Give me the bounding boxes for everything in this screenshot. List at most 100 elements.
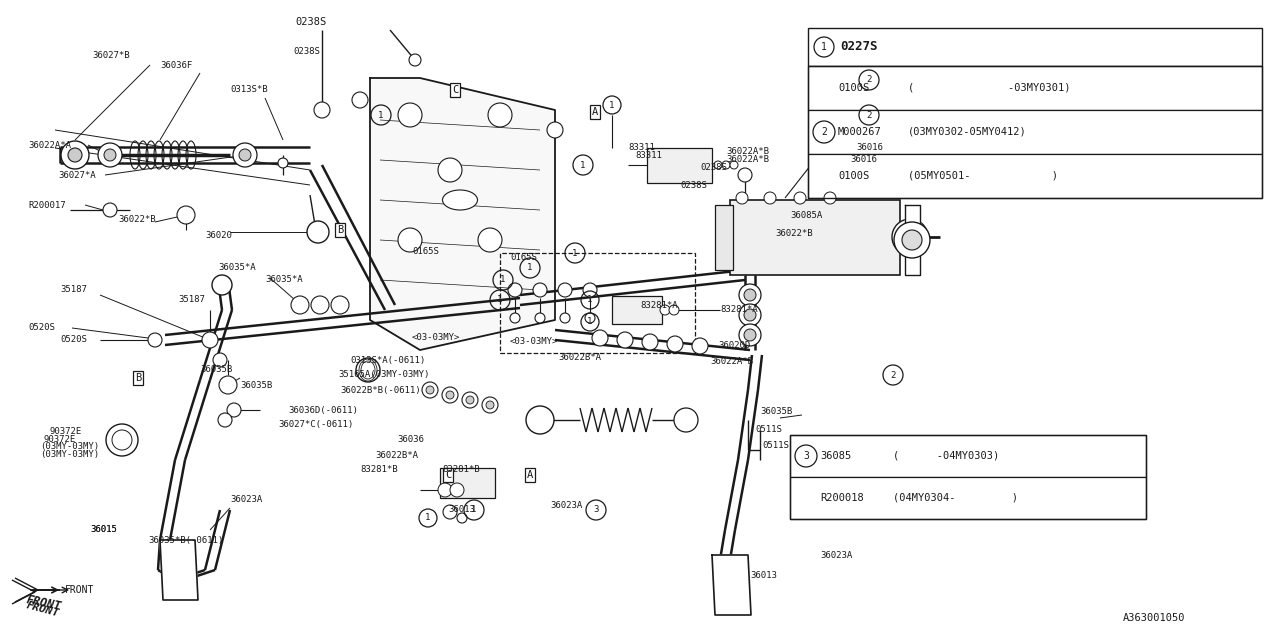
Text: 36020: 36020 — [205, 230, 232, 239]
Bar — [808, 66, 1262, 110]
Circle shape — [486, 401, 494, 409]
Circle shape — [410, 54, 421, 66]
Circle shape — [643, 334, 658, 350]
Text: R200017: R200017 — [28, 200, 65, 209]
Text: 0520S: 0520S — [60, 335, 87, 344]
Bar — [808, 110, 1262, 154]
Circle shape — [591, 330, 608, 346]
Text: (               -03MY0301): ( -03MY0301) — [908, 83, 1070, 93]
Text: 83311: 83311 — [635, 150, 662, 159]
Circle shape — [278, 158, 288, 168]
Circle shape — [660, 305, 669, 315]
Circle shape — [451, 483, 465, 497]
Circle shape — [356, 358, 380, 382]
Text: 36022A*A: 36022A*A — [28, 141, 70, 150]
Text: 0165S: 0165S — [412, 248, 439, 257]
Text: (05MY0501-             ): (05MY0501- ) — [908, 171, 1059, 181]
Text: 90372E: 90372E — [50, 428, 82, 436]
Text: 1: 1 — [527, 264, 532, 273]
Text: 36023A: 36023A — [550, 500, 582, 509]
Circle shape — [233, 143, 257, 167]
Text: 0100S: 0100S — [838, 171, 869, 181]
Circle shape — [148, 333, 163, 347]
Circle shape — [177, 206, 195, 224]
Circle shape — [314, 102, 330, 118]
Circle shape — [352, 92, 369, 108]
Circle shape — [617, 332, 634, 348]
Text: 36013: 36013 — [750, 570, 777, 579]
Text: 1: 1 — [588, 317, 593, 326]
Circle shape — [902, 230, 922, 250]
Text: 2: 2 — [867, 76, 872, 84]
Text: 36015: 36015 — [90, 525, 116, 534]
Text: 36022A*B: 36022A*B — [710, 358, 753, 367]
Text: 36022B*B(-0611): 36022B*B(-0611) — [340, 385, 421, 394]
Text: 1: 1 — [588, 296, 593, 305]
Text: A: A — [591, 107, 598, 117]
Circle shape — [311, 296, 329, 314]
Text: 36023A: 36023A — [230, 495, 262, 504]
Text: B: B — [134, 373, 141, 383]
Circle shape — [483, 397, 498, 413]
Circle shape — [714, 161, 722, 169]
Bar — [440, 468, 495, 498]
Circle shape — [547, 122, 563, 138]
Text: 83311: 83311 — [628, 143, 655, 152]
Text: 2: 2 — [891, 371, 896, 380]
Circle shape — [445, 391, 454, 399]
Text: 35187: 35187 — [178, 296, 205, 305]
Circle shape — [239, 149, 251, 161]
Text: C: C — [445, 470, 451, 480]
Circle shape — [675, 408, 698, 432]
Text: (04MY0304-         ): (04MY0304- ) — [893, 493, 1018, 503]
Circle shape — [68, 148, 82, 162]
Text: 1: 1 — [820, 42, 827, 52]
Text: 36027*A: 36027*A — [58, 170, 96, 179]
Bar — [790, 477, 1146, 519]
Text: 36022B*A: 36022B*A — [558, 353, 602, 362]
Circle shape — [466, 396, 474, 404]
Text: 36035*A: 36035*A — [218, 264, 256, 273]
Circle shape — [462, 392, 477, 408]
Circle shape — [535, 313, 545, 323]
Circle shape — [477, 228, 502, 252]
Bar — [790, 435, 1146, 519]
Circle shape — [730, 161, 739, 169]
Circle shape — [526, 406, 554, 434]
Circle shape — [893, 222, 931, 258]
Bar — [612, 296, 662, 324]
Text: 36035B: 36035B — [200, 365, 232, 374]
Bar — [808, 28, 1262, 66]
Bar — [500, 253, 695, 353]
Text: 36016: 36016 — [856, 143, 883, 152]
Circle shape — [426, 386, 434, 394]
Circle shape — [739, 284, 762, 306]
Text: 83281*A: 83281*A — [719, 305, 758, 314]
Circle shape — [398, 228, 422, 252]
Circle shape — [99, 143, 122, 167]
Text: 36027*C(-0611): 36027*C(-0611) — [278, 420, 353, 429]
Text: FRONT: FRONT — [26, 600, 60, 618]
Circle shape — [104, 149, 116, 161]
Text: 90372E: 90372E — [44, 435, 77, 445]
Text: 36022*B: 36022*B — [118, 216, 156, 225]
Text: 0520S: 0520S — [28, 323, 55, 333]
Circle shape — [509, 313, 520, 323]
Polygon shape — [712, 555, 751, 615]
Text: B: B — [337, 225, 343, 235]
Text: 1: 1 — [498, 296, 503, 305]
Circle shape — [561, 313, 570, 323]
Bar — [808, 66, 1262, 198]
Circle shape — [669, 305, 678, 315]
Text: <03-03MY>: <03-03MY> — [412, 333, 461, 342]
Text: 36036: 36036 — [397, 435, 424, 445]
Text: A: A — [527, 470, 534, 480]
Text: <03-03MY>: <03-03MY> — [509, 337, 558, 346]
Text: 1: 1 — [500, 275, 506, 285]
Text: 36085: 36085 — [820, 451, 851, 461]
Circle shape — [585, 313, 595, 323]
Circle shape — [722, 161, 730, 169]
Bar — [730, 200, 900, 275]
Circle shape — [212, 275, 232, 295]
Text: 36035*B(-0611): 36035*B(-0611) — [148, 536, 223, 545]
